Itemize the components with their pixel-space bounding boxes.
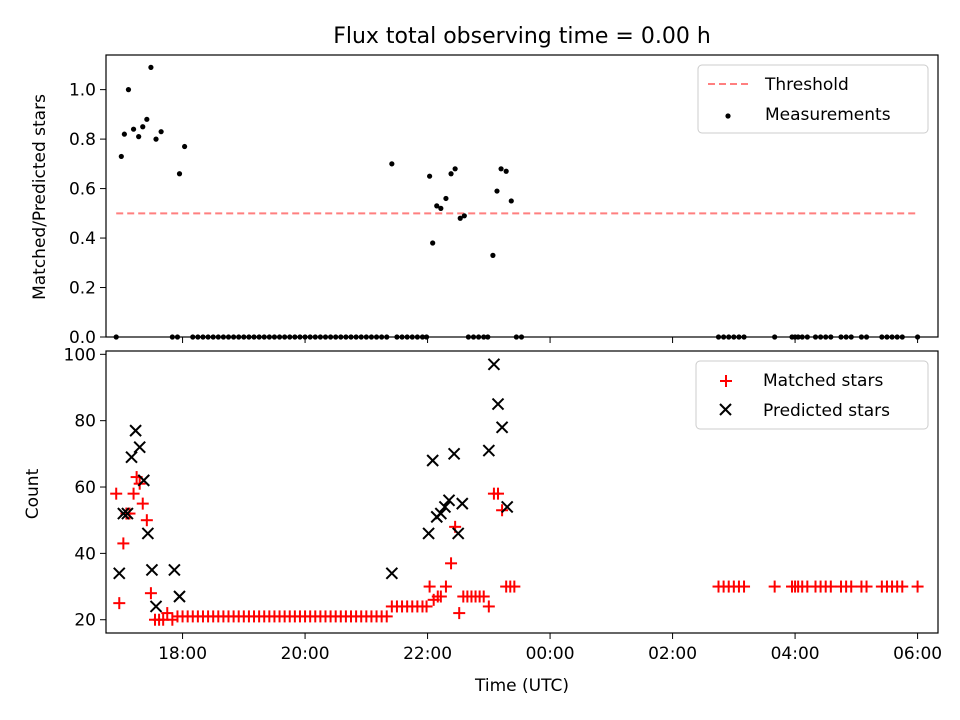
top-y-tick-label: 0.6	[69, 180, 96, 200]
bottom-y-label: Count	[23, 468, 43, 519]
measurement-point	[462, 213, 467, 218]
predicted-star-point	[114, 568, 125, 579]
bottom-x-tick-label: 00:00	[526, 644, 575, 664]
measurement-point	[182, 144, 187, 149]
top-y-axis: 0.0 0.2 0.4 0.6 0.8 1.0	[69, 81, 106, 348]
top-y-tick-label: 1.0	[69, 81, 96, 101]
measurement-point	[148, 65, 153, 70]
predicted-star-point	[497, 422, 508, 433]
bottom-y-tick-label: 60	[74, 478, 96, 498]
predicted-star-point	[146, 564, 157, 575]
measurement-point	[136, 134, 141, 139]
legend-measurements-label: Measurements	[765, 105, 891, 125]
matched-star-point	[912, 581, 924, 593]
matched-stars-series	[110, 471, 923, 626]
measurement-point	[438, 206, 443, 211]
x-axis-label: Time (UTC)	[474, 676, 569, 696]
matched-star-point	[113, 597, 125, 609]
predicted-star-point	[169, 564, 180, 575]
predicted-star-point	[423, 528, 434, 539]
measurement-point	[509, 198, 514, 203]
matched-star-point	[117, 537, 129, 549]
measurement-point	[140, 124, 145, 129]
predicted-stars-series	[114, 359, 513, 612]
predicted-star-point	[488, 359, 499, 370]
legend-predicted-label: Predicted stars	[763, 401, 890, 421]
bottom-panel: 20 40 60 80 100 18:00 20:00 22:00 00:00 02:00 04:…	[23, 345, 942, 696]
top-y-tick-label: 0.4	[69, 229, 96, 249]
measurement-point	[448, 171, 453, 176]
matched-star-point	[128, 488, 140, 500]
bottom-x-tick-label: 02:00	[648, 644, 697, 664]
top-panel: Flux total observing time = 0.00 h 0.00.…	[30, 24, 938, 348]
matched-star-point	[453, 607, 465, 619]
predicted-star-point	[126, 452, 137, 463]
bottom-y-tick-label: 40	[74, 544, 96, 564]
measurement-point	[443, 196, 448, 201]
matched-star-point	[445, 557, 457, 569]
predicted-star-point	[493, 399, 504, 410]
bottom-y-tick-label: 80	[74, 412, 96, 432]
measurement-point	[430, 240, 435, 245]
bottom-y-axis: 20 40 60 80 100	[64, 345, 106, 630]
measurement-point	[153, 137, 158, 142]
predicted-star-point	[386, 568, 397, 579]
measurement-point	[389, 161, 394, 166]
bottom-x-tick-label: 06:00	[893, 644, 942, 664]
bottom-y-tick-label: 20	[74, 611, 96, 631]
bottom-x-tick-label: 04:00	[771, 644, 820, 664]
measurement-point	[122, 132, 127, 137]
figure: Flux total observing time = 0.00 h 0.00.…	[0, 0, 960, 720]
legend-measurements-swatch	[725, 113, 730, 118]
predicted-star-point	[457, 498, 468, 509]
chart-title: Flux total observing time = 0.00 h	[333, 24, 711, 49]
measurement-point	[427, 174, 432, 179]
predicted-star-point	[142, 528, 153, 539]
predicted-star-point	[174, 591, 185, 602]
predicted-star-point	[151, 601, 162, 612]
measurement-point	[177, 171, 182, 176]
predicted-star-point	[427, 455, 438, 466]
matched-star-point	[424, 581, 436, 593]
legend-matched-label: Matched stars	[763, 371, 883, 391]
matched-star-point	[137, 498, 149, 510]
measurement-point	[126, 87, 131, 92]
bottom-x-tick-label: 18:00	[158, 644, 207, 664]
predicted-star-point	[449, 448, 460, 459]
top-y-tick-label: 0.2	[69, 279, 96, 299]
legend-threshold-label: Threshold	[764, 75, 849, 95]
predicted-star-point	[483, 445, 494, 456]
measurement-point	[453, 166, 458, 171]
matched-star-point	[769, 581, 781, 593]
bottom-y-tick-label: 100	[64, 345, 96, 365]
top-y-label: Matched/Predicted stars	[30, 94, 50, 300]
measurement-point	[159, 129, 164, 134]
top-legend: Threshold Measurements	[698, 65, 928, 133]
measurement-point	[131, 127, 136, 132]
bottom-legend: Matched stars Predicted stars	[696, 361, 928, 429]
bottom-x-axis: 18:00 20:00 22:00 00:00 02:00 04:00 06:00	[158, 633, 942, 664]
bottom-x-tick-label: 22:00	[403, 644, 452, 664]
predicted-star-point	[134, 442, 145, 453]
measurement-point	[494, 188, 499, 193]
measurement-point	[490, 253, 495, 258]
matched-star-point	[141, 514, 153, 526]
matched-star-point	[145, 587, 157, 599]
top-y-tick-label: 0.8	[69, 130, 96, 150]
measurement-point	[504, 169, 509, 174]
matched-star-point	[123, 508, 135, 520]
measurement-point	[498, 166, 503, 171]
measurement-point	[144, 117, 149, 122]
predicted-star-point	[130, 425, 141, 436]
measurement-point	[119, 154, 124, 159]
predicted-star-point	[453, 528, 464, 539]
bottom-x-tick-label: 20:00	[281, 644, 330, 664]
matched-star-point	[110, 488, 122, 500]
